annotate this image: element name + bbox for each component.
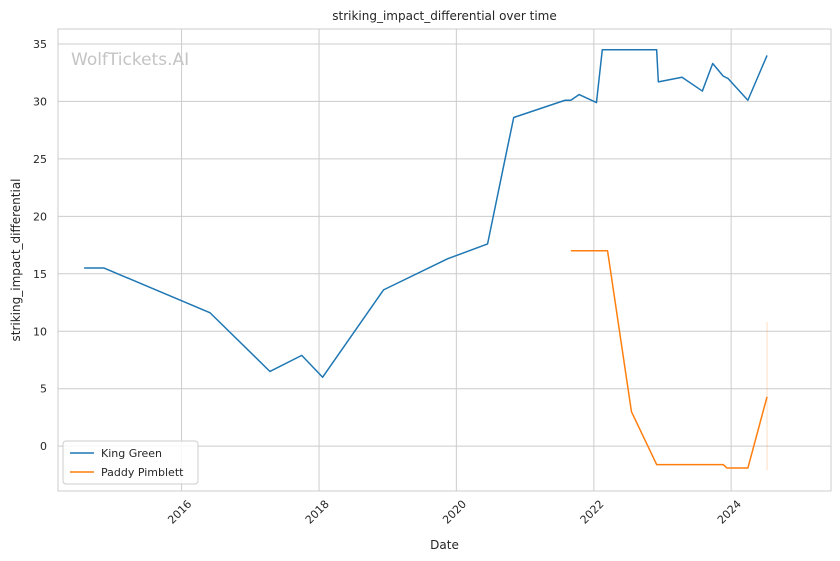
- legend-label: Paddy Pimblett: [101, 466, 184, 479]
- grid: [58, 29, 831, 491]
- y-tick-label: 10: [33, 325, 47, 338]
- series-group: [84, 48, 768, 471]
- x-axis-title: Date: [430, 538, 459, 552]
- y-tick-label: 25: [33, 153, 47, 166]
- y-tick-label: 5: [40, 383, 47, 396]
- plot-frame: [57, 28, 832, 492]
- y-tick-label: 15: [33, 268, 47, 281]
- y-tick-label: 20: [33, 210, 47, 223]
- watermark: WolfTickets.AI: [71, 50, 189, 70]
- y-tick-label: 0: [40, 440, 47, 453]
- series-line-1: [570, 250, 768, 469]
- y-tick-label: 30: [33, 95, 47, 108]
- y-axis-title: striking_impact_differential: [9, 178, 23, 341]
- chart-title: striking_impact_differential over time: [332, 9, 557, 23]
- legend-label: King Green: [101, 447, 162, 460]
- series-line-0: [84, 48, 768, 378]
- legend: King Green Paddy Pimblett: [62, 440, 199, 485]
- legend-box: [62, 440, 199, 485]
- y-tick-label: 35: [33, 38, 47, 51]
